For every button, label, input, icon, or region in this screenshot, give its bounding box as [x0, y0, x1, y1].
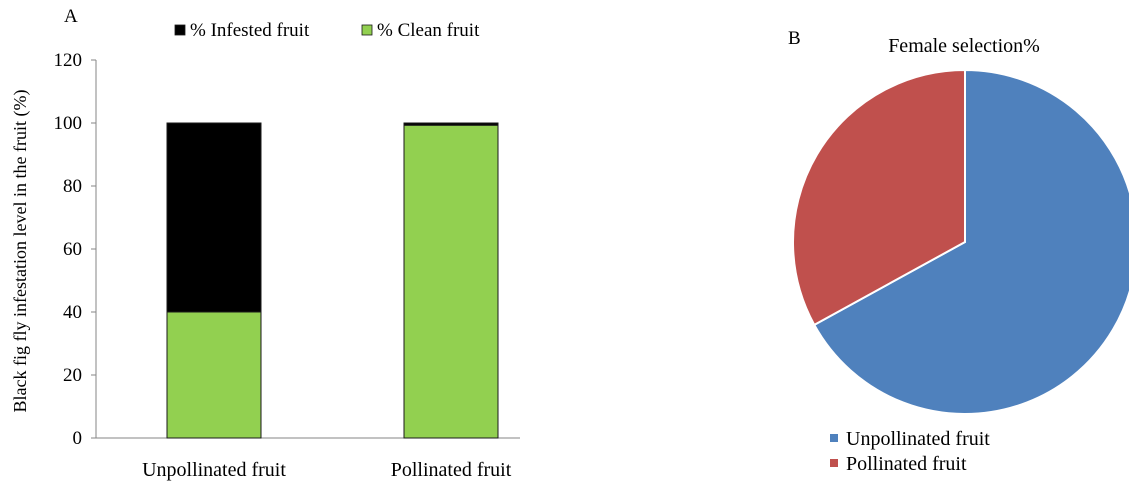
- y-tick-label: 100: [54, 113, 83, 134]
- panel-a-legend: % Infested fruit % Clean fruit: [174, 20, 480, 41]
- bar-clean-pollinated: [403, 124, 499, 439]
- pie: [792, 68, 1129, 415]
- panel-a: A % Infested fruit % Clean fruit Black fi…: [10, 6, 520, 481]
- panel-b-label: B: [788, 28, 801, 49]
- panel-b: B Female selection% Unpollinated fruit Po…: [788, 28, 1129, 475]
- y-tick-label: 0: [73, 428, 83, 449]
- legend-label: Pollinated fruit: [846, 453, 967, 475]
- panel-a-label: A: [64, 6, 78, 27]
- y-tick-label: 120: [54, 50, 83, 71]
- pie-legend: Unpollinated fruit Pollinated fruit: [830, 428, 990, 475]
- bar-infested-unpollinated: [166, 122, 262, 313]
- x-axis-ticks: Unpollinated fruit Pollinated fruit: [142, 459, 512, 481]
- legend-swatch: [174, 24, 186, 36]
- x-tick-label: Pollinated fruit: [391, 459, 512, 481]
- legend-label: % Clean fruit: [377, 20, 480, 41]
- pie-slice-pollinated: [792, 68, 966, 327]
- pie-slice-unpollinated: [812, 68, 1129, 415]
- legend-swatch: [830, 434, 838, 442]
- y-tick-label: 40: [63, 302, 82, 323]
- legend-label: % Infested fruit: [190, 20, 310, 41]
- x-tick-label: Unpollinated fruit: [142, 459, 286, 481]
- legend-swatch: [830, 459, 838, 467]
- y-tick-label: 80: [63, 176, 82, 197]
- bar-clean-unpollinated: [166, 311, 262, 439]
- y-axis-ticks: 0 20 40 60 80 100 120: [54, 50, 96, 449]
- y-tick-label: 20: [63, 365, 82, 386]
- y-tick-label: 60: [63, 239, 82, 260]
- legend-swatch: [361, 24, 373, 36]
- y-axis-label: Black fig fly infestation level in the f…: [10, 90, 31, 413]
- bars: [166, 122, 499, 439]
- legend-label: Unpollinated fruit: [846, 428, 990, 450]
- pie-title: Female selection%: [888, 35, 1040, 57]
- bar-infested-pollinated: [403, 122, 499, 126]
